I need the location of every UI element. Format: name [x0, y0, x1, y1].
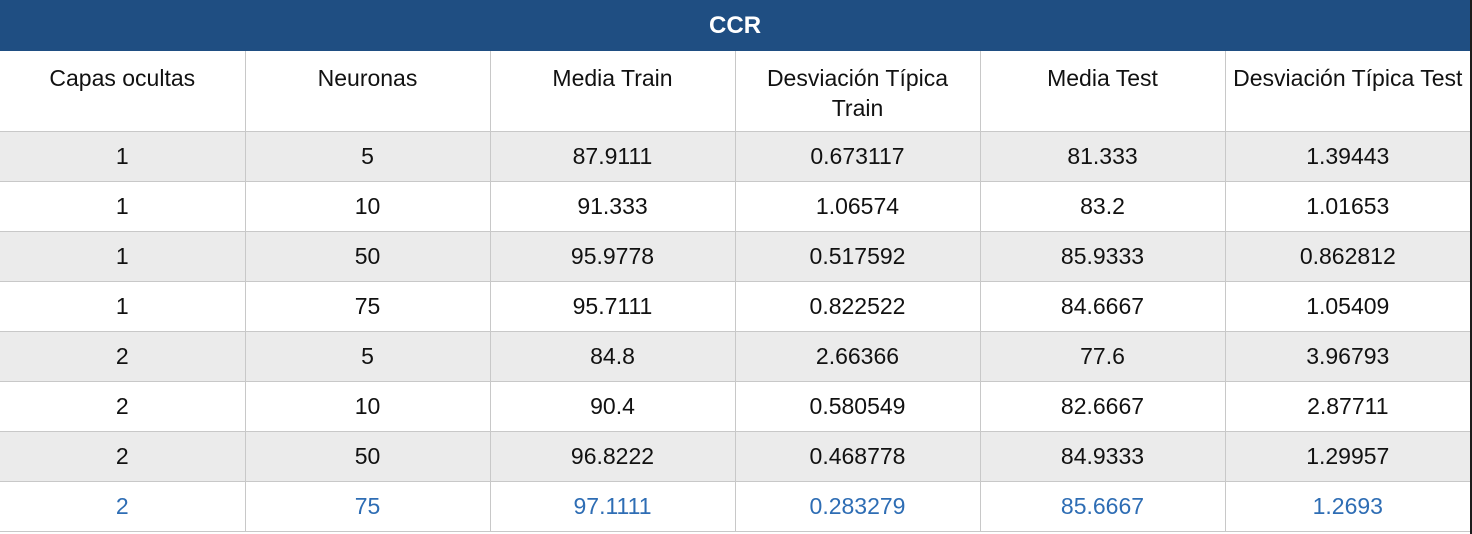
cell-media-train: 87.9111: [489, 131, 735, 182]
cell-desviacion-test: 0.862812: [1224, 231, 1471, 282]
table-row: 1 75 95.7111 0.822522 84.6667 1.05409: [0, 281, 1471, 332]
cell-capas-ocultas: 1: [0, 131, 245, 182]
cell-capas-ocultas: 1: [0, 281, 245, 332]
table-title: CCR: [0, 0, 1471, 51]
cell-neuronas: 5: [244, 131, 490, 182]
cell-neuronas: 75: [244, 281, 490, 332]
cell-media-train: 97.1111: [489, 481, 735, 532]
table-row: 2 50 96.8222 0.468778 84.9333 1.29957: [0, 431, 1471, 482]
cell-media-test: 85.9333: [979, 231, 1225, 282]
cell-capas-ocultas: 2: [0, 331, 245, 382]
cell-media-train: 95.7111: [489, 281, 735, 332]
cell-desviacion-train: 0.822522: [734, 281, 980, 332]
cell-desviacion-train: 0.517592: [734, 231, 980, 282]
table-row: 1 50 95.9778 0.517592 85.9333 0.862812: [0, 231, 1471, 282]
column-header-desviacion-tipica-test: Desviación Típica Test: [1224, 51, 1471, 132]
cell-desviacion-test: 2.87711: [1224, 381, 1471, 432]
cell-media-test: 82.6667: [979, 381, 1225, 432]
cell-desviacion-train: 2.66366: [734, 331, 980, 382]
cell-desviacion-test: 1.2693: [1224, 481, 1471, 532]
column-header-desviacion-tipica-train: Desviación Típica Train: [734, 51, 980, 132]
cell-desviacion-train: 1.06574: [734, 181, 980, 232]
cell-media-train: 90.4: [489, 381, 735, 432]
right-edge-border: [1470, 0, 1472, 534]
column-header-media-test: Media Test: [979, 51, 1225, 132]
cell-desviacion-test: 1.01653: [1224, 181, 1471, 232]
cell-capas-ocultas: 2: [0, 381, 245, 432]
cell-desviacion-test: 3.96793: [1224, 331, 1471, 382]
cell-neuronas: 50: [244, 231, 490, 282]
cell-desviacion-test: 1.05409: [1224, 281, 1471, 332]
table-row-highlighted: 2 75 97.1111 0.283279 85.6667 1.2693: [0, 481, 1471, 532]
cell-neuronas: 5: [244, 331, 490, 382]
cell-desviacion-test: 1.29957: [1224, 431, 1471, 482]
cell-media-train: 84.8: [489, 331, 735, 382]
table-row: 1 10 91.333 1.06574 83.2 1.01653: [0, 181, 1471, 232]
cell-media-test: 84.9333: [979, 431, 1225, 482]
column-header-media-train: Media Train: [489, 51, 735, 132]
table-row: 2 5 84.8 2.66366 77.6 3.96793: [0, 331, 1471, 382]
cell-media-train: 96.8222: [489, 431, 735, 482]
cell-desviacion-train: 0.580549: [734, 381, 980, 432]
column-header-neuronas: Neuronas: [244, 51, 490, 132]
column-header-capas-ocultas: Capas ocultas: [0, 51, 245, 132]
cell-media-test: 77.6: [979, 331, 1225, 382]
cell-media-train: 91.333: [489, 181, 735, 232]
cell-neuronas: 50: [244, 431, 490, 482]
table-row: 1 5 87.9111 0.673117 81.333 1.39443: [0, 131, 1471, 182]
table-row: 2 10 90.4 0.580549 82.6667 2.87711: [0, 381, 1471, 432]
cell-media-test: 83.2: [979, 181, 1225, 232]
cell-desviacion-train: 0.673117: [734, 131, 980, 182]
cell-capas-ocultas: 2: [0, 481, 245, 532]
cell-neuronas: 10: [244, 181, 490, 232]
cell-media-train: 95.9778: [489, 231, 735, 282]
cell-media-test: 81.333: [979, 131, 1225, 182]
cell-neuronas: 75: [244, 481, 490, 532]
cell-capas-ocultas: 1: [0, 231, 245, 282]
cell-desviacion-test: 1.39443: [1224, 131, 1471, 182]
header-row: Capas ocultas Neuronas Media Train Desvi…: [0, 51, 1471, 132]
title-row: CCR: [0, 0, 1471, 51]
cell-desviacion-train: 0.283279: [734, 481, 980, 532]
cell-capas-ocultas: 2: [0, 431, 245, 482]
cell-desviacion-train: 0.468778: [734, 431, 980, 482]
cell-neuronas: 10: [244, 381, 490, 432]
cell-media-test: 84.6667: [979, 281, 1225, 332]
cell-capas-ocultas: 1: [0, 181, 245, 232]
cell-media-test: 85.6667: [979, 481, 1225, 532]
